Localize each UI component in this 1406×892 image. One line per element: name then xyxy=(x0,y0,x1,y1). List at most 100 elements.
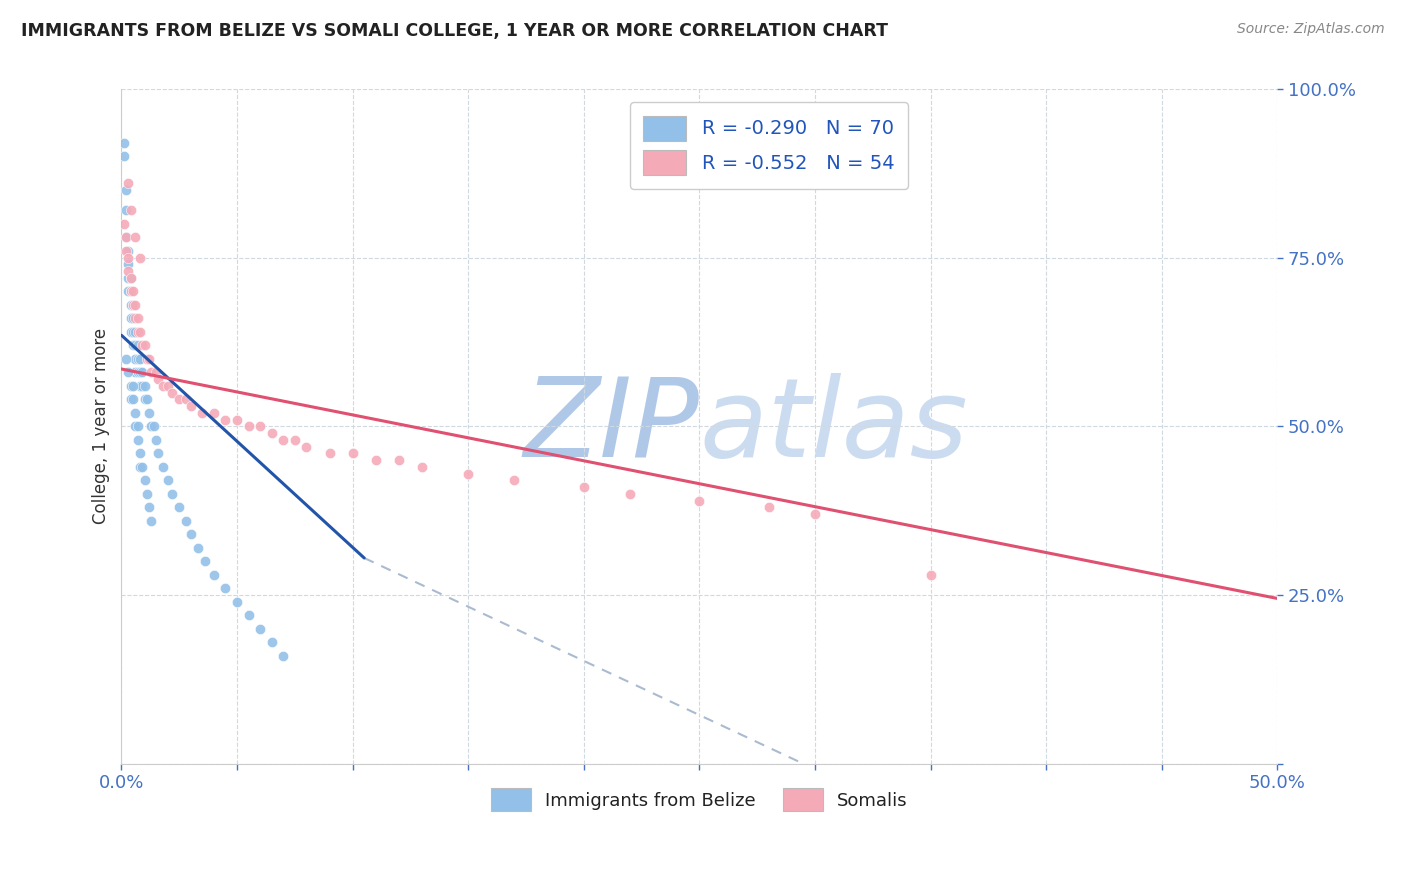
Point xyxy=(131,459,153,474)
Point xyxy=(135,351,157,366)
Point xyxy=(127,311,149,326)
Point xyxy=(120,325,142,339)
Point xyxy=(127,365,149,379)
Point xyxy=(162,487,184,501)
Point xyxy=(127,433,149,447)
Point xyxy=(138,406,160,420)
Point xyxy=(342,446,364,460)
Point xyxy=(120,392,142,407)
Point xyxy=(129,446,152,460)
Point xyxy=(120,271,142,285)
Point xyxy=(120,285,142,299)
Point xyxy=(180,399,202,413)
Point xyxy=(122,379,145,393)
Point xyxy=(142,419,165,434)
Text: IMMIGRANTS FROM BELIZE VS SOMALI COLLEGE, 1 YEAR OR MORE CORRELATION CHART: IMMIGRANTS FROM BELIZE VS SOMALI COLLEGE… xyxy=(21,22,889,40)
Point xyxy=(318,446,340,460)
Y-axis label: College, 1 year or more: College, 1 year or more xyxy=(93,328,110,524)
Point xyxy=(131,338,153,352)
Point xyxy=(131,379,153,393)
Point xyxy=(194,554,217,568)
Point xyxy=(120,203,142,218)
Point xyxy=(134,392,156,407)
Point xyxy=(619,487,641,501)
Point xyxy=(124,351,146,366)
Point xyxy=(115,230,138,244)
Point xyxy=(129,351,152,366)
Point xyxy=(572,480,595,494)
Point xyxy=(115,244,138,258)
Point xyxy=(804,507,827,521)
Point xyxy=(124,325,146,339)
Point xyxy=(117,264,139,278)
Point xyxy=(758,500,780,515)
Point xyxy=(260,426,283,441)
Point xyxy=(284,433,307,447)
Point xyxy=(122,338,145,352)
Point xyxy=(120,285,142,299)
Point xyxy=(134,338,156,352)
Point xyxy=(127,325,149,339)
Point xyxy=(238,608,260,623)
Point xyxy=(112,217,135,231)
Point xyxy=(115,183,138,197)
Point xyxy=(117,251,139,265)
Point xyxy=(122,298,145,312)
Point xyxy=(124,365,146,379)
Point xyxy=(180,527,202,541)
Point xyxy=(214,412,236,426)
Point xyxy=(124,419,146,434)
Point xyxy=(129,325,152,339)
Point xyxy=(202,567,225,582)
Point xyxy=(117,365,139,379)
Point xyxy=(141,419,163,434)
Point xyxy=(122,285,145,299)
Point xyxy=(156,474,179,488)
Point xyxy=(115,351,138,366)
Point xyxy=(226,595,249,609)
Point xyxy=(249,419,271,434)
Point xyxy=(174,392,197,407)
Point xyxy=(214,582,236,596)
Point xyxy=(148,372,170,386)
Point xyxy=(226,412,249,426)
Point xyxy=(117,177,139,191)
Point xyxy=(145,433,167,447)
Point xyxy=(117,257,139,271)
Text: atlas: atlas xyxy=(699,373,969,480)
Point xyxy=(174,514,197,528)
Point xyxy=(187,541,209,555)
Text: ZIP: ZIP xyxy=(523,373,699,480)
Point xyxy=(138,351,160,366)
Point xyxy=(122,392,145,407)
Point xyxy=(152,459,174,474)
Point xyxy=(117,285,139,299)
Point xyxy=(920,567,942,582)
Point xyxy=(115,203,138,218)
Point xyxy=(129,365,152,379)
Point xyxy=(191,406,214,420)
Point xyxy=(124,406,146,420)
Point xyxy=(145,365,167,379)
Point xyxy=(129,459,152,474)
Point xyxy=(457,467,479,481)
Point xyxy=(120,311,142,326)
Point xyxy=(167,392,190,407)
Point xyxy=(249,622,271,636)
Point xyxy=(202,406,225,420)
Point xyxy=(134,379,156,393)
Point xyxy=(122,311,145,326)
Point xyxy=(135,487,157,501)
Point xyxy=(112,136,135,150)
Point xyxy=(127,419,149,434)
Point xyxy=(122,325,145,339)
Point xyxy=(124,230,146,244)
Point xyxy=(129,379,152,393)
Point xyxy=(124,338,146,352)
Point xyxy=(120,298,142,312)
Point xyxy=(260,635,283,649)
Point xyxy=(134,474,156,488)
Point xyxy=(129,251,152,265)
Point xyxy=(156,379,179,393)
Point xyxy=(131,365,153,379)
